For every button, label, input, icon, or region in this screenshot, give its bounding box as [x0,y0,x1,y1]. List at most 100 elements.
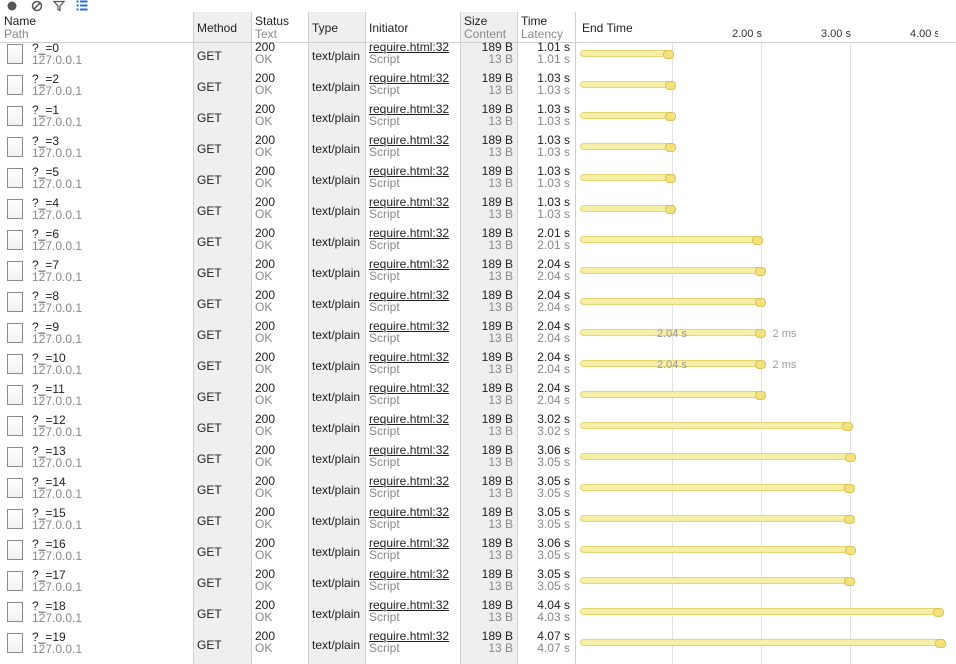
table-row[interactable]: ?_=12 127.0.0.1 GET 200 OK text/plain require.… [0,412,956,443]
request-name[interactable]: ?_=5 [32,165,60,179]
initiator-link[interactable]: require.html:32 [369,505,450,519]
timeline-bar[interactable] [580,81,676,90]
request-name[interactable]: ?_=12 [32,413,66,427]
initiator-link[interactable]: require.html:32 [369,226,450,240]
initiator-link[interactable]: require.html:32 [369,257,450,271]
table-row[interactable]: ?_=9 127.0.0.1 GET 200 OK text/plain require.h… [0,319,956,350]
request-name[interactable]: ?_=15 [32,506,66,520]
request-name[interactable]: ?_=3 [32,134,60,148]
table-row[interactable]: ?_=14 127.0.0.1 GET 200 OK text/plain require.… [0,474,956,505]
initiator-link[interactable]: require.html:32 [369,133,450,147]
table-row[interactable]: ?_=8 127.0.0.1 GET 200 OK text/plain require.h… [0,288,956,319]
table-row[interactable]: ?_=1 127.0.0.1 GET 200 OK text/plain require.h… [0,102,956,133]
initiator-link[interactable]: require.html:32 [369,474,450,488]
clear-icon[interactable] [31,0,43,12]
timeline-bar[interactable] [580,205,676,214]
header-type[interactable]: Type [312,21,339,35]
table-row[interactable]: ?_=17 127.0.0.1 GET 200 OK text/plain require.… [0,567,956,598]
filter-icon[interactable] [53,0,65,12]
timeline-bar[interactable] [580,329,766,338]
timeline-bar[interactable] [580,236,763,245]
table-row[interactable]: ?_=13 127.0.0.1 GET 200 OK text/plain require.… [0,443,956,474]
request-name[interactable]: ?_=19 [32,630,66,644]
initiator-link[interactable]: require.html:32 [369,629,450,643]
request-name[interactable]: ?_=17 [32,568,66,582]
timeline-bar[interactable] [580,484,856,493]
timeline-bar[interactable] [580,360,766,369]
timeline-bar[interactable] [580,391,766,400]
table-row[interactable]: ?_=19 127.0.0.1 GET 200 OK text/plain require.… [0,629,956,660]
table-row[interactable]: ?_=2 127.0.0.1 GET 200 OK text/plain require.h… [0,71,956,102]
timeline-bar[interactable] [580,298,766,307]
initiator-link[interactable]: require.html:32 [369,71,450,85]
timeline-bar[interactable] [580,515,856,524]
table-row[interactable]: ?_=10 127.0.0.1 GET 200 OK text/plain require.… [0,350,956,381]
timeline-bar[interactable] [580,422,853,431]
request-name[interactable]: ?_=14 [32,475,66,489]
large-rows-icon[interactable] [76,0,88,12]
initiator-link[interactable]: require.html:32 [369,288,450,302]
initiator-link[interactable]: require.html:32 [369,443,450,457]
initiator-link[interactable]: require.html:32 [369,536,450,550]
column-divider[interactable] [365,12,366,664]
table-row[interactable]: ?_=18 127.0.0.1 GET 200 OK text/plain require.… [0,598,956,629]
request-name[interactable]: ?_=13 [32,444,66,458]
request-name[interactable]: ?_=16 [32,537,66,551]
request-name[interactable]: ?_=1 [32,103,60,117]
column-divider[interactable] [460,12,461,664]
timeline-bar[interactable] [580,50,674,59]
request-name[interactable]: ?_=7 [32,258,60,272]
timeline-bar[interactable] [580,577,856,586]
request-name[interactable]: ?_=6 [32,227,60,241]
column-divider[interactable] [575,12,576,664]
request-name[interactable]: ?_=4 [32,196,60,210]
header-time[interactable]: Time [521,14,548,28]
timeline-bar[interactable] [580,112,676,121]
initiator-link[interactable]: require.html:32 [369,102,450,116]
header-status[interactable]: Status [255,14,290,28]
record-icon[interactable] [6,0,18,12]
request-name[interactable]: ?_=8 [32,289,60,303]
column-divider[interactable] [308,12,309,664]
initiator-link[interactable]: require.html:32 [369,412,450,426]
timeline-bar[interactable] [580,267,766,276]
timeline-bar[interactable] [580,639,947,648]
request-name[interactable]: ?_=10 [32,351,66,365]
initiator-link[interactable]: require.html:32 [369,381,450,395]
initiator-link[interactable]: require.html:32 [369,195,450,209]
timeline-bar[interactable] [580,546,857,555]
table-row[interactable]: ?_=7 127.0.0.1 GET 200 OK text/plain require.h… [0,257,956,288]
request-name[interactable]: ?_=2 [32,72,60,86]
header-initiator[interactable]: Initiator [369,21,409,35]
column-divider[interactable] [193,12,194,664]
initiator-link[interactable]: require.html:32 [369,40,450,54]
timeline-bar[interactable] [580,608,944,617]
table-row[interactable]: ?_=16 127.0.0.1 GET 200 OK text/plain require.… [0,536,956,567]
request-name[interactable]: ?_=18 [32,599,66,613]
initiator-link[interactable]: require.html:32 [369,350,450,364]
header-path[interactable]: Path [4,27,29,41]
initiator-link[interactable]: require.html:32 [369,164,450,178]
table-row[interactable]: ?_=11 127.0.0.1 GET 200 OK text/plain require.… [0,381,956,412]
table-row[interactable]: ?_=3 127.0.0.1 GET 200 OK text/plain require.h… [0,133,956,164]
request-name[interactable]: ?_=11 [32,382,65,396]
column-divider[interactable] [517,12,518,664]
header-content[interactable]: Content [464,27,507,41]
header-latency[interactable]: Latency [521,27,564,41]
table-row[interactable]: ?_=15 127.0.0.1 GET 200 OK text/plain require.… [0,505,956,536]
table-row[interactable]: ?_=4 127.0.0.1 GET 200 OK text/plain require.h… [0,195,956,226]
header-timeline[interactable]: End Time [582,21,633,35]
timeline-bar[interactable] [580,453,857,462]
header-size[interactable]: Size [464,14,488,28]
table-row[interactable]: ?_=5 127.0.0.1 GET 200 OK text/plain require.h… [0,164,956,195]
table-row[interactable]: ?_=6 127.0.0.1 GET 200 OK text/plain require.h… [0,226,956,257]
initiator-link[interactable]: require.html:32 [369,567,450,581]
initiator-link[interactable]: require.html:32 [369,319,450,333]
table-row[interactable]: ?_=0 127.0.0.1 GET 200 OK text/plain require.h… [0,40,956,71]
header-name[interactable]: Name [4,14,37,28]
initiator-link[interactable]: require.html:32 [369,598,450,612]
column-divider[interactable] [251,12,252,664]
header-method[interactable]: Method [197,21,238,35]
request-name[interactable]: ?_=0 [32,41,60,55]
header-status-text[interactable]: Text [255,27,278,41]
